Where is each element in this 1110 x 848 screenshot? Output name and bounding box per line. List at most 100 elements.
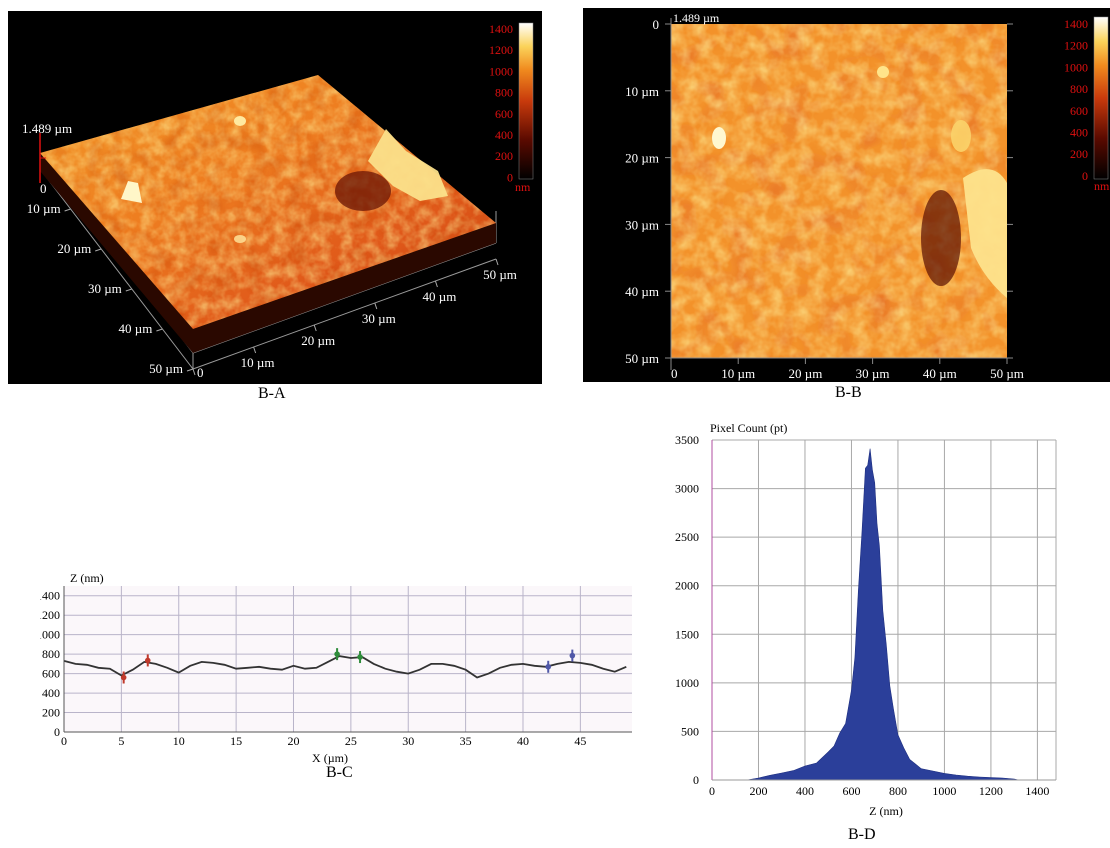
afm-3d-x-tick-label: 0 [197, 365, 204, 380]
afm-2d-image [671, 24, 1007, 358]
afm-3d-colorbar-tick: 600 [495, 107, 513, 121]
afm-2d-panel: 0 10 µm 20 µm 30 µm 40 µm 50 µm 0 10 µm 20 µm 30… [583, 8, 1110, 382]
afm-3d-x-tick-mark [192, 368, 196, 376]
afm-3d-colorbar-tick: 200 [495, 149, 513, 163]
afm-3d-y-tick-mark [156, 328, 163, 332]
histogram-y-tick-label: 2500 [675, 530, 699, 544]
afm-3d-y-tick-label: 30 µm [88, 281, 122, 296]
profile-y-tick-label: 600 [42, 667, 60, 681]
profile-y-tick-label: 1200 [40, 608, 60, 622]
profile-y-tick-label: 0 [54, 725, 60, 739]
afm-3d-x-tick-label: 50 µm [483, 267, 517, 282]
afm-3d-colorbar: 1400 1200 1000 800 600 400 200 0 nm [489, 22, 534, 194]
profile-x-tick-label: 10 [173, 734, 185, 748]
afm-3d-colorbar-tick: 800 [495, 86, 513, 100]
afm-2d-y-tick-label: 0 [653, 17, 660, 32]
afm-3d-y-tick-mark [186, 368, 194, 372]
afm-2d-x-tick-label: 50 µm [990, 366, 1024, 381]
afm-2d-colorbar-tick: 200 [1070, 147, 1088, 161]
afm-2d-svg: 0 10 µm 20 µm 30 µm 40 µm 50 µm 0 10 µm 20 µm 30… [583, 8, 1110, 382]
afm-3d-y-tick-label: 20 µm [57, 241, 91, 256]
profile-x-tick-label: 5 [118, 734, 124, 748]
profile-y-tick-label: 800 [42, 647, 60, 661]
histogram-x-ticks: 0 200 400 600 800 1000 1200 1400 [709, 784, 1049, 798]
afm-2d-y-ticks: 0 10 µm 20 µm 30 µm 40 µm 50 µm [625, 17, 1013, 366]
afm-2d-colorbar: 1400 1200 1000 800 600 400 200 0 nm [1064, 16, 1110, 193]
histogram-x-tick-label: 400 [796, 784, 814, 798]
profile-x-tick-label: 40 [517, 734, 529, 748]
afm-3d-z-origin-label: 0 [40, 181, 47, 196]
afm-3d-surface [40, 75, 496, 329]
histogram-x-tick-label: 200 [749, 784, 767, 798]
afm-2d-colorbar-tick: 0 [1082, 169, 1088, 183]
afm-3d-x-tick-mark [313, 324, 317, 332]
histogram-y-tick-label: 3500 [675, 433, 699, 447]
profile-y-ticks: 0 200 400 600 800 1000 1200 1400 [36, 589, 60, 739]
profile-marker-dot-0 [120, 674, 127, 681]
afm-2d-x-tick-label: 40 µm [923, 366, 957, 381]
histogram-area [730, 448, 1019, 781]
profile-x-tick-label: 25 [345, 734, 357, 748]
afm-2d-height-label: 1.489 µm [673, 11, 720, 25]
afm-2d-colorbar-tick: 600 [1070, 104, 1088, 118]
afm-3d-colorbar-tick: 1200 [489, 43, 513, 57]
profile-x-tick-label: 20 [287, 734, 299, 748]
histogram-svg: 0 500 1000 1500 2000 2500 3000 3500 0 200 400 600 8… [675, 421, 1057, 818]
afm-2d-y-tick-label: 20 µm [625, 151, 659, 166]
histogram-panel: 0 500 1000 1500 2000 2500 3000 3500 0 200 400 600 8… [668, 418, 1068, 822]
afm-3d-x-ticks: 0 10 µm 20 µm 30 µm 40 µm 50 µm [192, 258, 517, 380]
histogram-x-tick-label: 1000 [932, 784, 956, 798]
caption-b-b: B-B [835, 384, 862, 401]
afm-3d-x-tick-label: 20 µm [301, 333, 335, 348]
caption-b-a: B-A [258, 385, 286, 402]
afm-3d-z-axis [39, 133, 46, 183]
profile-marker-dot-4 [545, 663, 552, 670]
afm-3d-y-tick-mark [125, 288, 132, 292]
profile-x-tick-label: 0 [61, 734, 67, 748]
histogram-y-ticks: 0 500 1000 1500 2000 2500 3000 3500 [675, 433, 699, 787]
afm-3d-y-tick-label: 50 µm [149, 361, 183, 376]
afm-2d-y-tick-label: 30 µm [625, 217, 659, 232]
profile-x-label: X (µm) [312, 751, 348, 765]
caption-b-c: B-C [326, 764, 353, 781]
histogram-x-tick-label: 800 [889, 784, 907, 798]
afm-3d-x-tick-mark [434, 280, 438, 288]
afm-3d-y-tick-label: 40 µm [119, 321, 153, 336]
profile-x-tick-label: 30 [402, 734, 414, 748]
profile-y-tick-label: 1400 [40, 589, 60, 603]
afm-2d-y-tick-label: 40 µm [625, 284, 659, 299]
afm-3d-colorbar-tick: 400 [495, 128, 513, 142]
afm-2d-colorbar-unit: nm [1094, 179, 1110, 193]
afm-3d-x-tick-mark [253, 346, 257, 354]
profile-x-ticks: 0 5 10 15 20 25 30 35 40 45 [61, 734, 586, 748]
profile-marker-dot-5 [569, 652, 576, 659]
profile-y-tick-label: 1000 [40, 628, 60, 642]
histogram-y-label: Pixel Count (pt) [710, 421, 787, 435]
profile-x-tick-label: 15 [230, 734, 242, 748]
profile-y-label: Z (nm) [70, 571, 104, 585]
profile-grid [63, 586, 632, 733]
afm-2d-x-tick-label: 20 µm [788, 366, 822, 381]
histogram-y-tick-label: 1000 [675, 676, 699, 690]
histogram-x-tick-label: 600 [842, 784, 860, 798]
afm-2d-colorbar-tick: 800 [1070, 82, 1088, 96]
histogram-y-tick-label: 3000 [675, 482, 699, 496]
afm-3d-height-label: 1.489 µm [22, 121, 72, 136]
profile-markers [120, 648, 576, 684]
histogram-y-tick-label: 0 [693, 773, 699, 787]
afm-3d-colorbar-tick: 1000 [489, 64, 513, 78]
afm-2d-colorbar-tick: 1400 [1064, 17, 1088, 31]
profile-x-tick-label: 35 [460, 734, 472, 748]
afm-2d-colorbar-tick: 1200 [1064, 39, 1088, 53]
afm-3d-panel: 1.489 µm 0 10 µm 20 µm 30 µm 40 µm 50 µm 0 10… [8, 11, 542, 384]
profile-y-tick-label: 400 [42, 686, 60, 700]
histogram-y-tick-label: 2000 [675, 579, 699, 593]
profile-marker-dot-3 [357, 654, 363, 660]
histogram-x-tick-label: 1400 [1025, 784, 1049, 798]
profile-marker-dot-1 [144, 657, 151, 664]
profile-y-tick-label: 200 [42, 706, 60, 720]
afm-2d-colorbar-tick: 1000 [1064, 60, 1088, 74]
afm-3d-x-tick-mark [495, 258, 499, 266]
histogram-x-tick-label: 1200 [979, 784, 1003, 798]
